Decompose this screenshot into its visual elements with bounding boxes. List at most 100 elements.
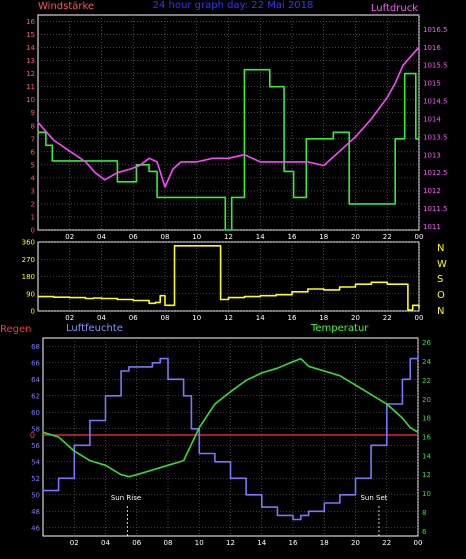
p2-series-0-point (259, 295, 261, 297)
p3-series-1-point (42, 431, 44, 433)
p3-x-tick-label: 12 (226, 539, 235, 547)
p3-y2-tick-label: 26 (422, 339, 431, 347)
p1-y2-tick-label: 1015 (423, 80, 441, 88)
p3-series-0-point (261, 506, 263, 508)
p2-series-0-point (323, 289, 325, 291)
sunrise-label: Sun Rise (111, 494, 141, 502)
p3-series-0-point (167, 378, 169, 380)
p1-y2-tick-label: 1012 (423, 187, 441, 195)
p2-x-tick-label: 12 (224, 314, 233, 322)
p3-series-1-point (300, 358, 302, 360)
p1-series-0-point (243, 69, 245, 71)
p1-y2-tick-label: 1016 (423, 44, 441, 52)
p1-x-tick-label: 16 (288, 233, 297, 241)
p1-x-tick-label: 10 (192, 233, 201, 241)
p1-y-tick-label: 16 (26, 18, 35, 26)
p1-series-1-point (69, 150, 71, 152)
p1-series-0-point (358, 203, 360, 205)
p1-series-0-point (45, 144, 47, 146)
luftfeuchte-label: Luftfeuchte (66, 323, 123, 334)
p1-y-tick-label: 10 (26, 96, 35, 104)
p2-y-tick-label: 90 (26, 290, 35, 298)
p1-y2-tick-label: 1011.5 (423, 205, 448, 213)
regen-label: Regen (0, 324, 32, 335)
p2-series-0-point (37, 296, 39, 298)
p3-series-1-point (214, 403, 216, 405)
p3-series-0-point (198, 452, 200, 455)
p1-series-1-point (196, 161, 198, 163)
dir-letter-w: W (437, 259, 447, 270)
p3-series-0-point (308, 510, 310, 512)
p2-y-tick-label: 360 (22, 239, 35, 247)
p2-series-0-point (148, 302, 150, 304)
p3-y-tick-label: 66 (31, 359, 40, 367)
p3-series-1-point (128, 476, 130, 478)
p1-series-0-point (156, 196, 158, 198)
p3-series-1-point (339, 375, 341, 377)
p3-series-1-point (261, 372, 263, 374)
p3-y-tick-label: 56 (31, 442, 40, 450)
p1-series-1-point (94, 172, 96, 174)
p3-y-tick-label: 54 (31, 458, 40, 466)
p1-y-tick-label: 9 (31, 109, 35, 117)
p1-series-0-point (348, 203, 350, 205)
p2-x-tick-label: 06 (129, 314, 138, 322)
p2-series-0-point (275, 294, 277, 296)
p2-series-0-point (69, 297, 71, 299)
p3-series-0-point (370, 444, 372, 446)
p3-series-0-point (120, 370, 122, 372)
p3-series-1-point (245, 379, 247, 381)
p3-series-0-point (401, 378, 403, 380)
p1-series-0-point (327, 138, 330, 140)
p2-series-0-point (407, 309, 409, 311)
p3-y-tick-label: 60 (31, 409, 40, 417)
p1-x-tick-label: 02 (65, 233, 74, 241)
p3-x-tick-label: 04 (101, 539, 110, 547)
p1-y2-tick-label: 1015.5 (423, 62, 448, 70)
p3-series-1-line (42, 357, 419, 478)
p3-x-tick-label: 14 (257, 539, 266, 547)
p3-y2-tick-label: 14 (422, 452, 431, 460)
p1-series-0-point (364, 203, 366, 205)
p1-y-tick-label: 4 (31, 174, 36, 182)
p3-series-0-point (229, 477, 232, 479)
p1-series-1-point (307, 161, 309, 163)
p2-x-tick-label: 22 (383, 314, 392, 322)
p2-x-tick-label: 16 (288, 314, 297, 322)
p3-series-1-point (167, 464, 169, 466)
p3-x-tick-label: 00 (414, 539, 423, 547)
p1-series-1-point (402, 64, 404, 66)
p1-y-tick-label: 13 (26, 57, 35, 65)
p2-series-0-point (93, 297, 95, 299)
p3-series-1-point (276, 367, 278, 369)
p2-series-0-point (85, 297, 87, 300)
p1-series-0-point (148, 170, 150, 172)
p1-series-1-point (37, 121, 39, 124)
p1-series-1-point (275, 161, 277, 163)
p1-series-0-point (116, 181, 118, 183)
p3-x-tick-label: 08 (164, 539, 173, 547)
p2-y-tick-label: 0 (31, 308, 35, 316)
p1-y-tick-label: 12 (26, 70, 35, 78)
p3-y-tick-label: 48 (31, 508, 40, 516)
p1-x-tick-label: 18 (319, 233, 328, 241)
p3-series-1-point (417, 431, 419, 433)
p1-series-1-point (104, 179, 106, 181)
sunset-label: Sun Set (360, 494, 387, 502)
p2-y-tick-label: 180 (22, 273, 35, 281)
p1-series-1-point (354, 136, 357, 138)
p3-series-0-point (354, 477, 357, 479)
p3-series-0-point (42, 490, 44, 492)
p1-x-tick-label: 04 (97, 233, 106, 241)
p3-series-0-point (190, 428, 192, 430)
p1-series-0-point (135, 164, 137, 166)
p3-y2-tick-label: 6 (422, 528, 427, 536)
p1-series-1-point (53, 139, 55, 141)
p3-series-0-point (183, 395, 185, 397)
p1-series-0-point (224, 229, 226, 231)
p3-series-0-point (300, 514, 302, 517)
p1-x-tick-label: 00 (415, 233, 424, 241)
p3-series-1-point (89, 460, 91, 462)
p3-y-tick-label: 46 (31, 524, 40, 532)
p3-series-0-point (245, 494, 247, 496)
